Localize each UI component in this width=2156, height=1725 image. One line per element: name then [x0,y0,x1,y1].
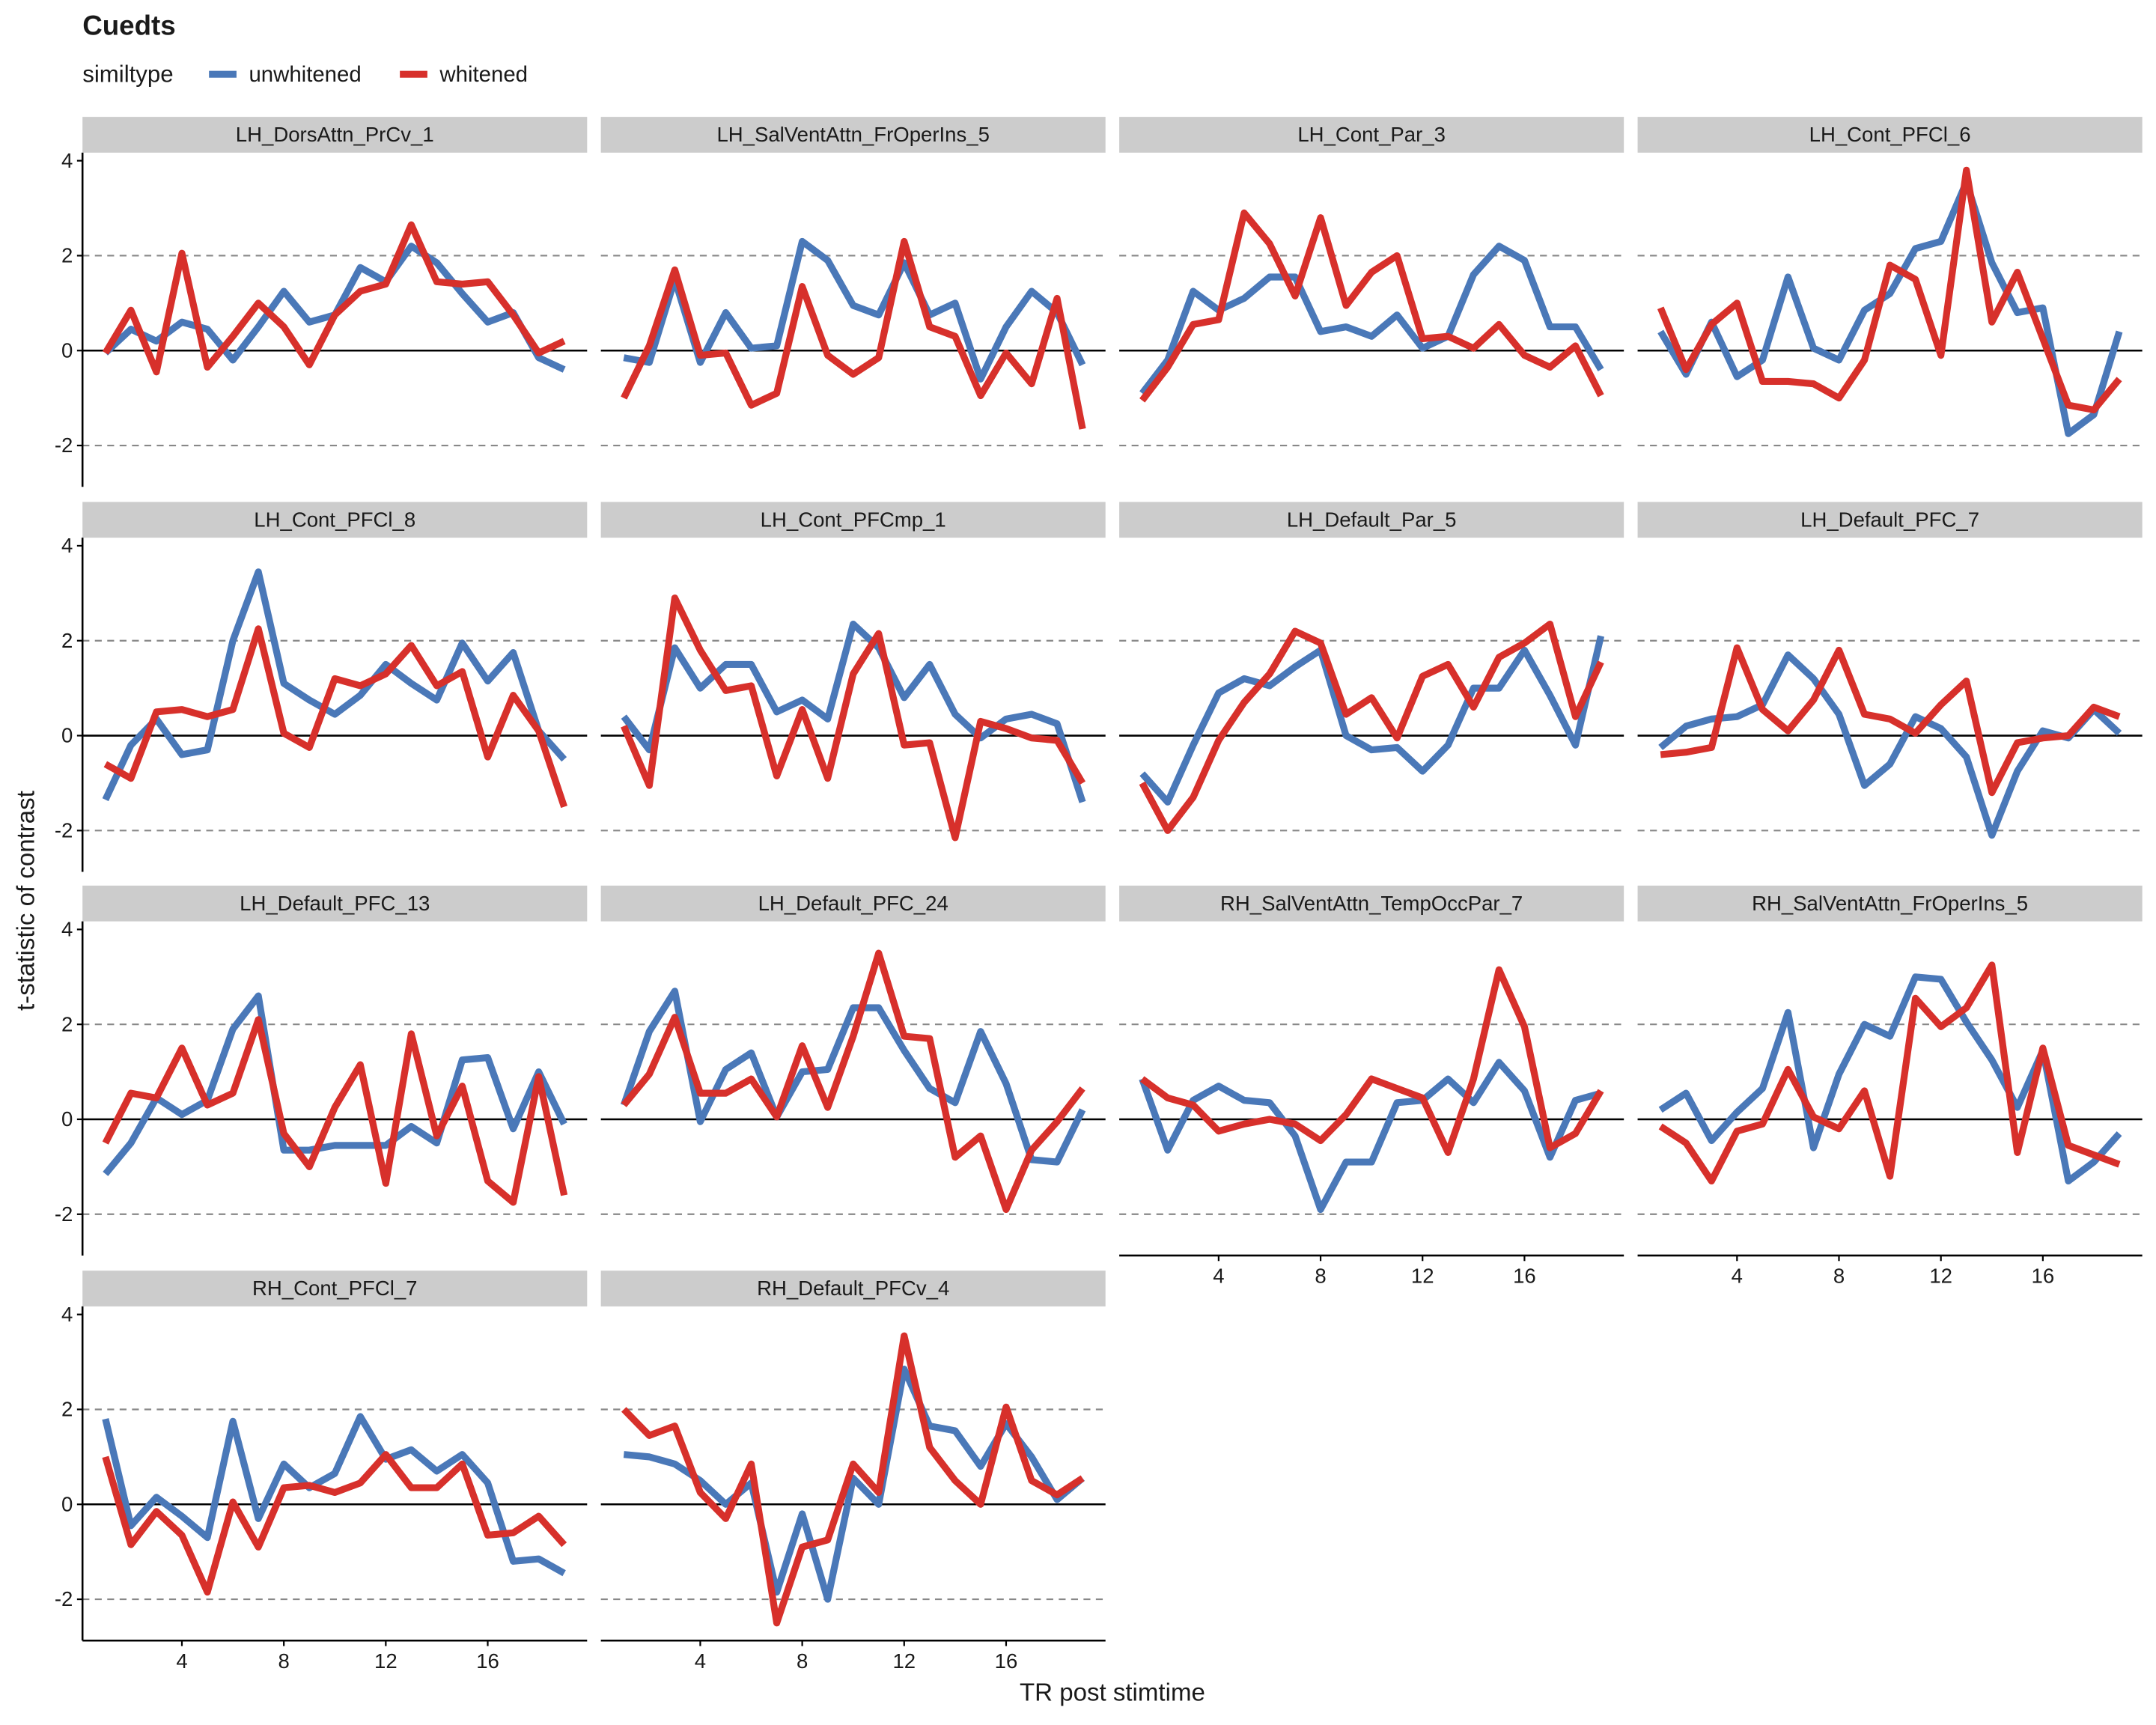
x-tick-label: 16 [476,1649,499,1673]
legend-label: unwhitened [249,62,361,87]
x-tick-label: 12 [1411,1265,1434,1288]
series-line [1139,1059,1602,1214]
x-tick-label: 8 [1833,1265,1845,1288]
x-tick-label: 8 [797,1649,808,1673]
strip [1119,117,1624,153]
series-line [623,1365,1085,1603]
strip [82,117,588,153]
y-tick-label: 0 [61,1107,73,1131]
x-tick-label: 8 [1315,1265,1326,1288]
y-axis-title: t-statistic of contrast [12,791,40,1011]
series-line [102,568,567,802]
strip [1637,502,2143,538]
x-tick-label: 4 [695,1649,706,1673]
series-line [1657,178,2123,437]
x-tick-label: 4 [1213,1265,1224,1288]
strip-label: RH_SalVentAttn_FrOperIns_5 [1752,892,2028,915]
strip [1119,885,1624,922]
series-line [1139,209,1604,403]
y-tick-label: -2 [55,818,73,842]
x-tick-label: 12 [892,1649,916,1673]
series-line [620,988,1086,1166]
y-tick-label: 4 [61,918,73,941]
series-line [1658,961,2121,1184]
y-tick-label: 4 [61,534,73,557]
strip-label: RH_Cont_PFCl_7 [252,1277,417,1300]
strip-label: LH_Cont_Par_3 [1297,123,1446,146]
y-tick-label: -2 [55,1202,73,1226]
y-tick-label: 4 [61,1303,73,1326]
x-tick-label: 4 [176,1649,187,1673]
y-tick-label: 0 [61,338,73,362]
strip [82,502,588,538]
series-line [1657,166,2122,414]
legend-label: whitened [439,62,528,87]
series-line [1139,635,1605,806]
series-line [102,1451,567,1596]
series-line [621,1332,1085,1627]
strip-label: RH_SalVentAttn_TempOccPar_7 [1220,892,1523,915]
series-line [621,620,1086,803]
y-tick-label: -2 [55,1587,73,1610]
y-tick-label: 2 [61,1398,73,1421]
strip-label: LH_Default_PFC_13 [240,892,430,915]
y-tick-label: 4 [61,149,73,172]
chart-title: Cuedts [82,10,175,40]
strip-label: LH_Default_PFC_7 [1800,508,1979,531]
series-line [102,1016,568,1206]
strip [600,885,1106,922]
y-tick-label: 2 [61,244,73,267]
y-tick-label: 0 [61,1492,73,1515]
strip [82,1271,588,1306]
y-tick-label: -2 [55,433,73,457]
x-axis-title: TR post stimtime [1020,1679,1205,1707]
series-line [621,594,1086,842]
series-line [621,949,1085,1214]
y-tick-label: 2 [61,1012,73,1035]
y-tick-label: 2 [61,629,73,652]
strip-label: LH_Cont_PFCl_8 [254,508,415,531]
series-line [623,237,1086,383]
series-line [1658,651,2122,839]
strip-label: LH_Default_PFC_24 [758,892,948,915]
strip [1637,117,2143,153]
strip-label: LH_DorsAttn_PrCv_1 [236,123,434,146]
x-tick-label: 16 [1513,1265,1536,1288]
x-tick-label: 16 [995,1649,1018,1673]
strip-label: LH_SalVentAttn_FrOperIns_5 [716,123,989,146]
series-line [621,237,1086,430]
series-line [103,625,567,809]
series-line [102,1413,566,1577]
strip-label: LH_Cont_PFCmp_1 [761,508,946,531]
series-line [102,221,566,376]
x-tick-label: 16 [2032,1265,2055,1288]
strip [1637,885,2143,922]
legend-title: similtype [82,61,173,87]
x-tick-label: 12 [1929,1265,1952,1288]
x-tick-label: 8 [278,1649,289,1673]
strip [600,502,1106,538]
strip-label: LH_Default_Par_5 [1287,508,1457,531]
strip-label: RH_Default_PFCv_4 [757,1277,949,1300]
y-tick-label: 0 [61,724,73,747]
strip-label: LH_Cont_PFCl_6 [1809,123,1971,146]
series-line [1660,644,2121,797]
strip [82,885,588,922]
series-line [1139,966,1604,1156]
strip [600,117,1106,153]
series-line [1139,620,1604,834]
series-line [103,992,567,1176]
strip [1119,502,1624,538]
x-tick-label: 12 [374,1649,398,1673]
strip [600,1271,1106,1306]
x-tick-label: 4 [1732,1265,1743,1288]
